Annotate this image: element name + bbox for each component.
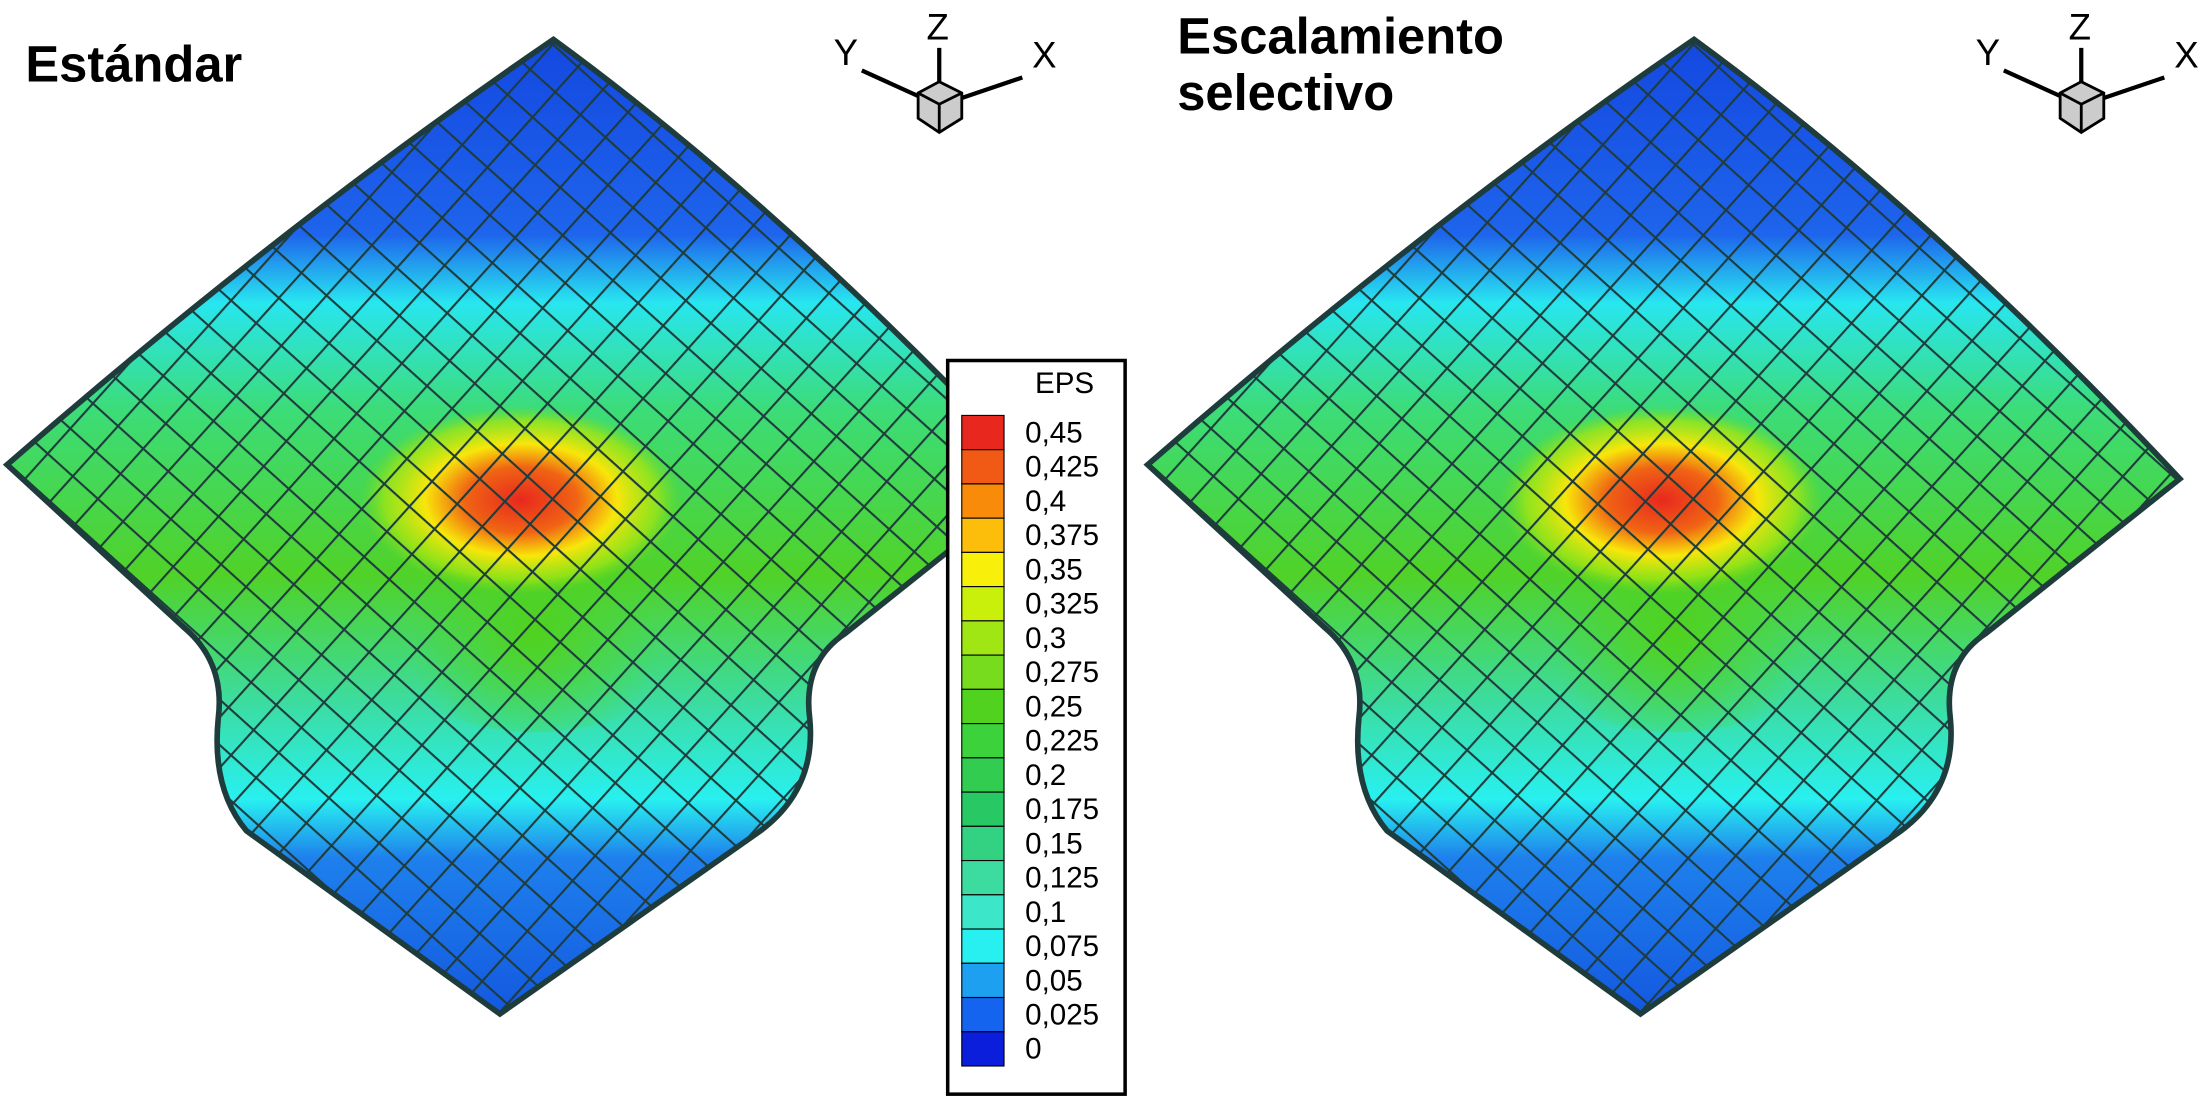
legend-label: 0,275 bbox=[1025, 656, 1099, 689]
legend-title: EPS bbox=[1035, 367, 1094, 400]
axis-label: Z bbox=[927, 6, 949, 47]
legend-swatch bbox=[961, 962, 1005, 999]
legend-swatch bbox=[961, 414, 1005, 451]
legend-swatch bbox=[961, 928, 1005, 964]
legend-swatch bbox=[961, 517, 1005, 553]
legend-swatch bbox=[961, 723, 1005, 759]
legend-swatch bbox=[961, 894, 1005, 930]
legend-label: 0,225 bbox=[1025, 725, 1099, 758]
legend-label: 0,25 bbox=[1025, 690, 1083, 723]
legend-label: 0,425 bbox=[1025, 451, 1099, 484]
legend-label: 0,05 bbox=[1025, 964, 1083, 997]
legend-label: 0 bbox=[1025, 1033, 1041, 1066]
axis-label: Y bbox=[834, 32, 858, 73]
legend-label: 0,1 bbox=[1025, 896, 1066, 929]
axis-triad bbox=[862, 48, 1023, 132]
axis-label: X bbox=[1032, 35, 1056, 76]
axis-label: Y bbox=[1976, 32, 2000, 73]
legend-swatch bbox=[961, 996, 1005, 1033]
panel-title: Escalamiento bbox=[1177, 8, 1504, 65]
legend-swatch bbox=[961, 449, 1005, 485]
legend-label: 0,2 bbox=[1025, 759, 1066, 792]
legend-label: 0,025 bbox=[1025, 998, 1099, 1031]
legend-swatch bbox=[961, 757, 1005, 793]
axis-triad bbox=[2004, 48, 2165, 132]
legend-swatch bbox=[961, 688, 1005, 725]
legend-label: 0,4 bbox=[1025, 485, 1066, 518]
legend-swatch bbox=[961, 791, 1005, 827]
legend-swatch bbox=[961, 1031, 1005, 1067]
legend-label: 0,125 bbox=[1025, 862, 1099, 895]
panel-title: selectivo bbox=[1177, 64, 1394, 121]
legend-label: 0,075 bbox=[1025, 930, 1099, 963]
legend-swatch bbox=[961, 586, 1005, 622]
axis-label: Z bbox=[2069, 6, 2091, 47]
legend-label: 0,175 bbox=[1025, 793, 1099, 826]
legend-label: 0,3 bbox=[1025, 622, 1066, 655]
legend-swatch bbox=[961, 620, 1005, 656]
legend-swatch bbox=[961, 483, 1005, 519]
panel-title: Estándar bbox=[25, 36, 242, 93]
surface-standard bbox=[0, 0, 1070, 1042]
legend-label: 0,325 bbox=[1025, 588, 1099, 621]
legend-swatch bbox=[961, 859, 1005, 896]
surface-selective bbox=[1141, 0, 2208, 1042]
legend-label: 0,15 bbox=[1025, 827, 1083, 860]
legend-swatch bbox=[961, 654, 1005, 690]
legend-items: 0,450,4250,40,3750,350,3250,30,2750,250,… bbox=[961, 414, 1099, 1067]
legend-swatch bbox=[961, 551, 1005, 588]
legend-label: 0,45 bbox=[1025, 416, 1083, 449]
legend-swatch bbox=[961, 825, 1005, 862]
axis-label: X bbox=[2174, 35, 2198, 76]
legend-label: 0,375 bbox=[1025, 519, 1099, 552]
legend-label: 0,35 bbox=[1025, 553, 1083, 586]
